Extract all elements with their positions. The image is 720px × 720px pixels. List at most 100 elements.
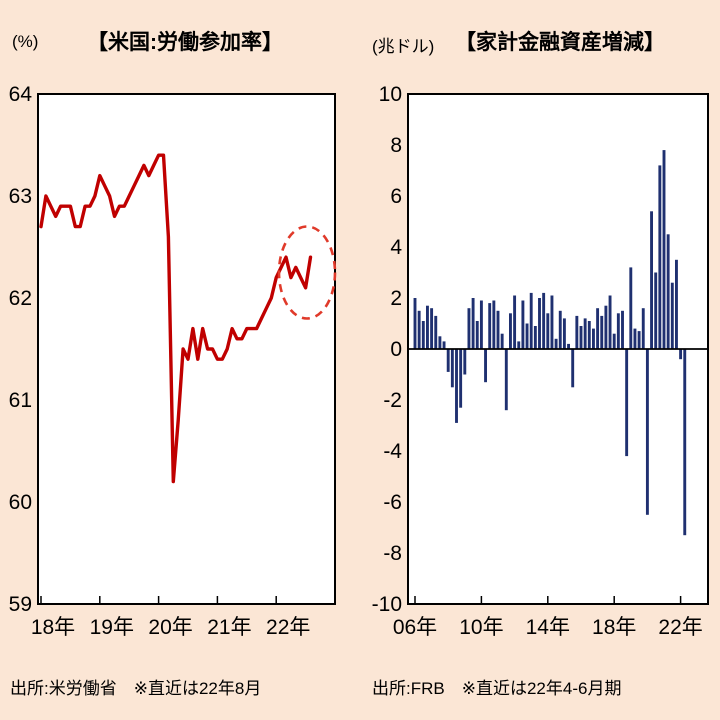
quarter-bar — [604, 305, 608, 349]
y-tick-label: 60 — [9, 491, 32, 514]
left-chart-title: 【米国:労働参加率】 — [87, 31, 283, 54]
quarter-bar — [587, 321, 591, 349]
quarter-bar — [492, 300, 496, 349]
left-chart-unit-label: (%) — [12, 32, 39, 51]
x-tick-label: 22年 — [658, 616, 702, 639]
quarter-bar — [446, 349, 450, 372]
quarter-bar — [430, 308, 434, 349]
y-tick-label: 10 — [379, 83, 402, 106]
right-x-axis-labels: 06年 10年 14年 18年 22年 — [393, 596, 703, 639]
asset-change-bars — [413, 150, 687, 536]
quarter-bar — [421, 321, 425, 349]
quarter-bar — [592, 328, 595, 349]
x-tick-label: 06年 — [393, 616, 437, 639]
left-plot-area — [37, 93, 336, 605]
quarter-bar — [417, 310, 421, 350]
quarter-bar — [438, 336, 442, 350]
y-tick-label: -2 — [383, 389, 402, 412]
quarter-bar — [521, 300, 525, 349]
y-tick-label: 62 — [9, 287, 32, 310]
quarter-bar — [641, 308, 645, 349]
y-tick-label: 0 — [390, 338, 402, 361]
x-tick-label: 21年 — [207, 616, 251, 639]
quarter-bar — [571, 349, 575, 388]
quarter-bar — [596, 308, 600, 349]
x-tick-label: 18年 — [31, 616, 75, 639]
quarter-bar — [496, 310, 500, 350]
y-tick-label: -4 — [383, 440, 402, 463]
quarter-bar — [455, 349, 458, 423]
quarter-bar — [550, 295, 554, 349]
quarter-bar — [509, 313, 512, 349]
quarter-bar — [650, 211, 653, 349]
quarter-bar — [546, 313, 550, 349]
quarter-bar — [583, 318, 587, 349]
x-tick-label: 22年 — [266, 616, 310, 639]
quarter-bar — [504, 349, 508, 411]
left-x-axis-labels: 18年 19年 20年 21年 22年 — [31, 596, 310, 639]
quarter-bar — [533, 326, 537, 349]
left-chart-source: 出所:米労働省 ※直近は22年8月 — [10, 679, 262, 698]
y-tick-label: 2 — [390, 287, 402, 310]
quarter-bar — [558, 310, 562, 350]
quarter-bar — [662, 150, 666, 349]
quarter-bar — [575, 315, 579, 349]
quarter-bar — [654, 272, 658, 349]
quarter-bar — [459, 349, 463, 408]
x-tick-label: 19年 — [90, 616, 134, 639]
quarter-bar — [517, 341, 521, 349]
y-tick-label: 4 — [390, 236, 402, 259]
x-tick-label: 18年 — [592, 616, 636, 639]
y-tick-label: 8 — [390, 134, 402, 157]
quarter-bar — [679, 349, 683, 360]
quarter-bar — [475, 321, 479, 349]
x-tick-label: 10年 — [459, 616, 503, 639]
quarter-bar — [500, 333, 504, 349]
quarter-bar — [579, 326, 583, 349]
quarter-bar — [513, 295, 517, 349]
quarter-bar — [600, 315, 604, 349]
quarter-bar — [467, 308, 471, 349]
quarter-bar — [670, 282, 674, 349]
x-tick-label: 14年 — [526, 616, 570, 639]
quarter-bar — [484, 349, 487, 383]
quarter-bar — [608, 295, 612, 349]
quarter-bar — [567, 343, 570, 349]
quarter-bar — [442, 341, 446, 349]
y-tick-label: -6 — [383, 491, 402, 514]
quarter-bar — [488, 303, 492, 349]
quarter-bar — [426, 305, 429, 349]
quarter-bar — [450, 349, 454, 388]
y-tick-label: 61 — [9, 389, 32, 412]
quarter-bar — [525, 323, 529, 349]
y-tick-label: 59 — [9, 593, 32, 616]
y-tick-label: -10 — [372, 593, 402, 616]
quarter-bar — [434, 315, 438, 349]
y-tick-label: 6 — [390, 185, 402, 208]
left-y-axis-labels: 64 63 62 61 60 59 — [9, 83, 33, 616]
y-tick-label: 63 — [9, 185, 32, 208]
quarter-bar — [625, 349, 629, 457]
quarter-bar — [637, 331, 641, 349]
quarter-bar — [479, 300, 483, 349]
right-chart-title: 【家計金融資産増減】 — [455, 31, 665, 54]
quarter-bar — [542, 292, 546, 349]
x-tick-label: 20年 — [148, 616, 192, 639]
quarter-bar — [538, 298, 541, 349]
right-y-axis-labels: 10 8 6 4 2 0 -2 -4 -6 -8 -10 — [372, 83, 403, 616]
quarter-bar — [554, 338, 558, 349]
y-tick-label: -8 — [383, 542, 402, 565]
quarter-bar — [658, 165, 662, 349]
quarter-bar — [529, 292, 533, 349]
right-chart-source: 出所:FRB ※直近は22年4-6月期 — [372, 679, 622, 698]
quarter-bar — [645, 349, 649, 515]
quarter-bar — [612, 333, 616, 349]
participation-rate-line — [39, 153, 313, 484]
y-tick-label: 64 — [9, 83, 33, 106]
quarter-bar — [463, 349, 467, 375]
quarter-bar — [683, 349, 687, 536]
quarter-bar — [471, 298, 475, 349]
